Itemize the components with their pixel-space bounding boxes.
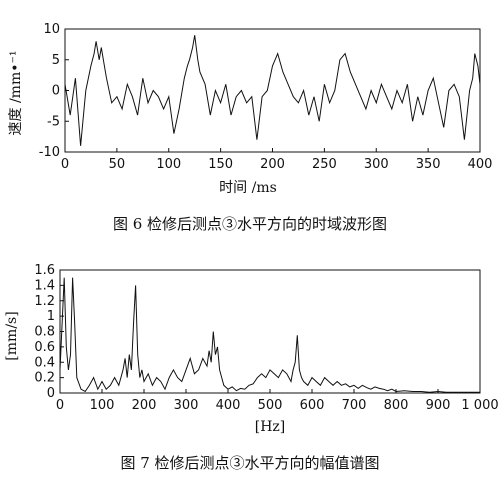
x-tick-label: 200: [260, 157, 285, 172]
figure-7-caption: 图 7 检修后测点③水平方向的幅值谱图: [120, 454, 379, 472]
y-tick-label: 0.2: [34, 371, 55, 386]
y-tick-label: 1.4: [34, 278, 55, 293]
y-tick-label: 10: [43, 22, 60, 37]
y-ticks-2: 1.61.41.210.80.60.40.20: [34, 263, 64, 401]
x-ticks-2: 0 100 200 300 400 500 600 700 800 900 1 000: [56, 389, 499, 413]
x-axis-label: 时间 /ms: [219, 180, 277, 196]
y-ticks: 10 5 0 -5 -10: [39, 22, 69, 160]
x-tick-label: 900: [426, 398, 451, 413]
x-tick-label: 350: [416, 157, 441, 172]
y-tick-label: 0.8: [34, 325, 55, 340]
figure-6-caption: 图 6 检修后测点③水平方向的时域波形图: [113, 215, 387, 233]
y-tick-label: 0: [47, 386, 55, 401]
x-tick-label: 300: [364, 157, 389, 172]
y-axis-label-2: [mm/s]: [4, 311, 20, 360]
spectrum-chart: 0 100 200 300 400 500 600 700 800 900 1 000 1.61.4…: [4, 263, 499, 472]
y-tick-label: -5: [47, 114, 60, 129]
x-tick-label: 700: [342, 398, 367, 413]
y-tick-label: 1.2: [34, 294, 55, 309]
x-tick-label: 150: [208, 157, 233, 172]
y-tick-label: 5: [52, 53, 60, 68]
x-tick-label: 200: [132, 398, 157, 413]
velocity-series: [64, 35, 481, 146]
x-tick-label: 50: [109, 157, 126, 172]
x-axis-label-2: [Hz]: [255, 419, 286, 435]
x-tick-label: 1 000: [461, 398, 498, 413]
amplitude-series: [59, 277, 480, 393]
y-tick-label: -10: [39, 145, 60, 160]
x-tick-label: 800: [384, 398, 409, 413]
x-tick-label: 100: [90, 398, 115, 413]
plot-frame: [64, 28, 481, 153]
y-tick-label: 0.4: [34, 355, 55, 370]
x-tick-label: 300: [174, 398, 199, 413]
x-ticks: 0 50 100 150 200 250 300 350 400: [61, 148, 493, 172]
x-tick-label: 250: [312, 157, 337, 172]
y-tick-label: 1.6: [34, 263, 55, 278]
y-tick-label: 0.6: [34, 340, 55, 355]
x-tick-label: 0: [61, 157, 69, 172]
x-tick-label: 400: [216, 398, 241, 413]
x-tick-label: 0: [56, 398, 64, 413]
y-axis-label: 速度 /mm•⁻¹: [8, 51, 24, 136]
y-tick-label: 0: [52, 84, 60, 99]
x-tick-label: 400: [468, 157, 493, 172]
x-tick-label: 500: [258, 398, 283, 413]
x-tick-label: 100: [156, 157, 181, 172]
y-tick-label: 1: [47, 309, 55, 324]
x-tick-label: 600: [300, 398, 325, 413]
plot-frame-2: [59, 269, 481, 394]
